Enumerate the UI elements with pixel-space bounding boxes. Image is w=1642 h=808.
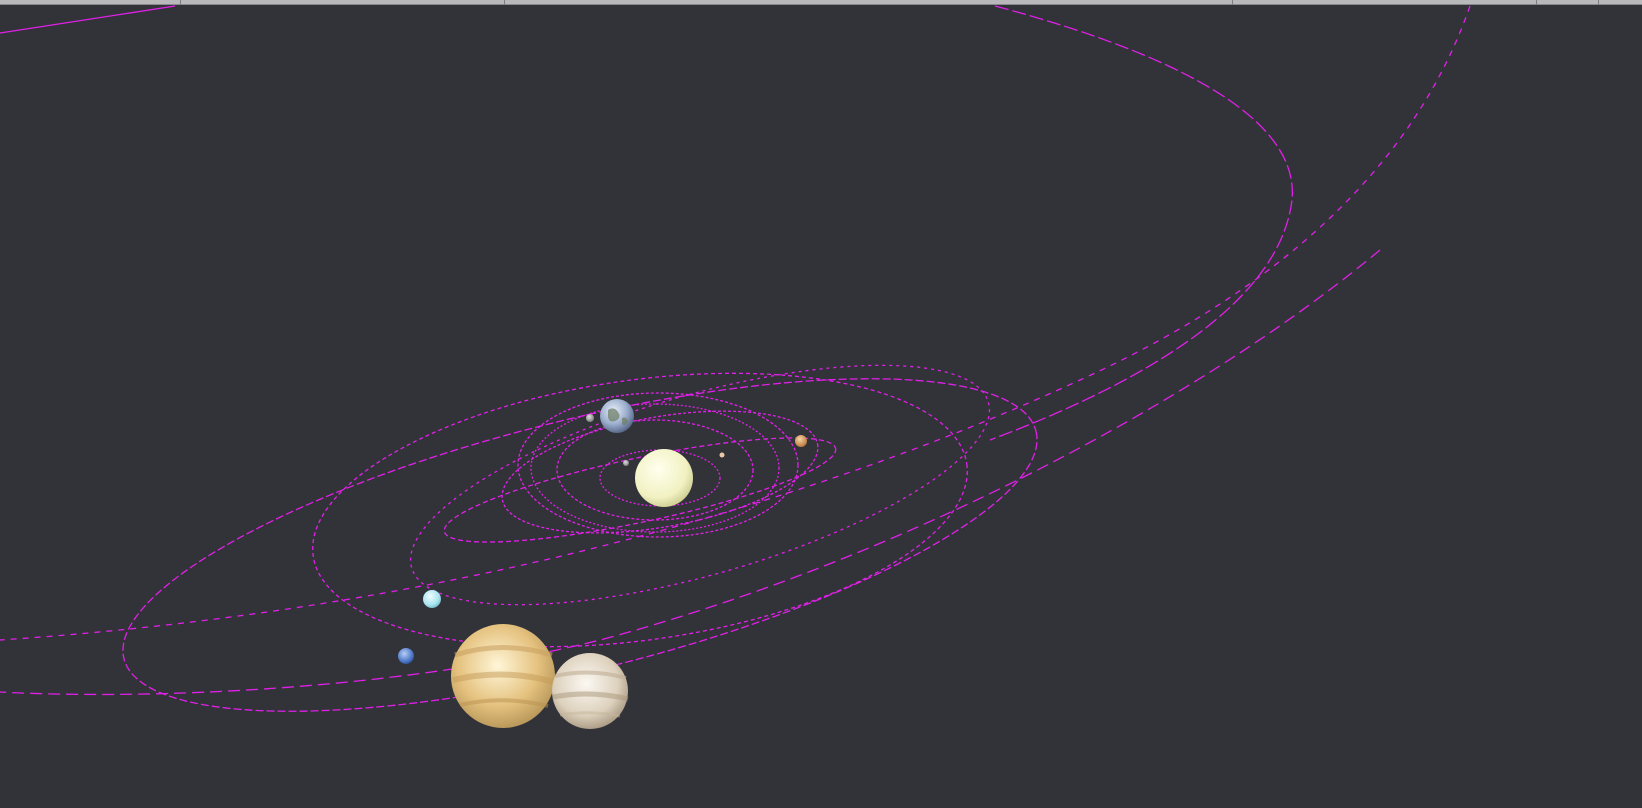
orbit-large-outer <box>989 5 1293 441</box>
toolbar-divider <box>180 0 181 5</box>
neptune[interactable] <box>398 648 414 664</box>
orbit-uranus <box>409 364 991 606</box>
moon[interactable] <box>586 414 594 422</box>
orbit-mars <box>501 410 819 534</box>
orbit-outer-streak <box>0 5 176 34</box>
orbit-lines <box>0 5 1471 712</box>
orbit-earth-2 <box>530 403 780 533</box>
toolbar-divider <box>1598 0 1599 5</box>
toolbar-divider <box>504 0 505 5</box>
saturn[interactable] <box>552 653 629 729</box>
mercury[interactable] <box>623 460 629 466</box>
orbit-inner-tilt <box>443 437 837 543</box>
orbit-earth <box>517 392 799 538</box>
earth-continents <box>608 408 628 426</box>
orbit-sweep-1 <box>0 5 1471 641</box>
mars[interactable] <box>795 435 807 447</box>
orbit-jupiter <box>312 372 968 648</box>
jupiter[interactable] <box>451 624 555 728</box>
uranus[interactable] <box>423 590 441 608</box>
toolbar-divider <box>1232 0 1233 5</box>
toolbar-divider <box>1536 0 1537 5</box>
top-toolbar-strip <box>0 0 1642 5</box>
venus[interactable] <box>719 452 725 458</box>
orbit-sweep-2 <box>0 249 1381 696</box>
orbit-venus <box>556 419 754 521</box>
sun[interactable] <box>635 449 693 507</box>
